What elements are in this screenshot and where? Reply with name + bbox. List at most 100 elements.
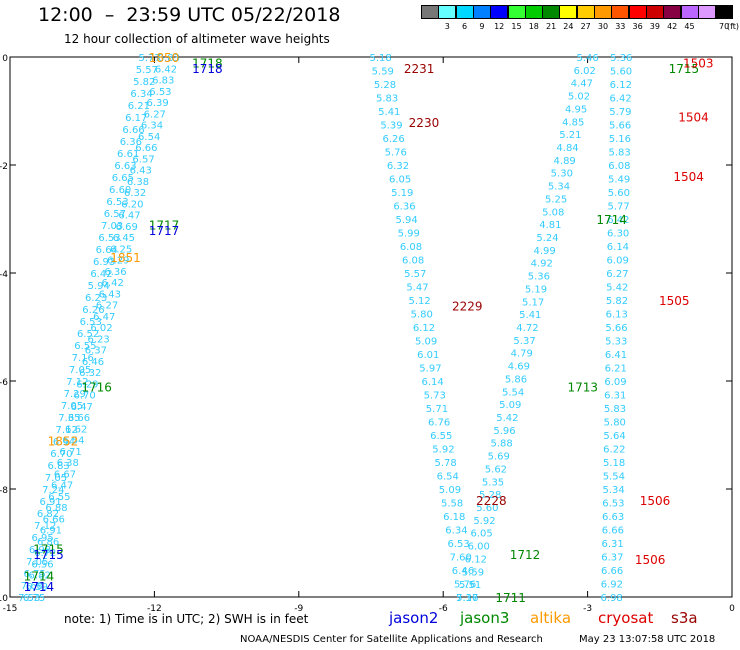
track-value-label: 6.27: [144, 109, 166, 120]
x-tick-label: -15: [3, 604, 18, 614]
track-value-label: 5.83: [376, 94, 398, 105]
track-value-label: 6.31: [604, 391, 626, 402]
track-value-label: 5.92: [432, 445, 454, 456]
track-value-label: 6.53: [447, 539, 469, 550]
track-value-label: 6.36: [393, 202, 415, 213]
track-value-label: 6.65: [112, 173, 134, 184]
pass-number-label: 1714: [596, 213, 627, 227]
track-value-label: 6.09: [604, 377, 626, 388]
track-value-label: 7.16: [72, 353, 94, 364]
color-scale-label: 36: [632, 22, 643, 31]
color-scale-label: 12: [494, 22, 505, 31]
pass-number-label: 1504: [678, 110, 709, 124]
track-value-label: 6.45: [113, 233, 135, 244]
x-tick-label: 0: [729, 604, 735, 614]
track-value-label: 5.77: [138, 53, 160, 64]
track-value-label: 5.25: [545, 194, 567, 205]
track-value-label: 6.29: [107, 256, 129, 267]
track-value-label: 6.72: [34, 548, 56, 559]
pass-number-label: 1505: [659, 294, 690, 308]
track-value-label: 5.64: [603, 431, 625, 442]
y-tick-label: -6: [0, 378, 8, 388]
track-value-label: 5.77: [608, 202, 630, 213]
color-scale-unit: (ft): [727, 22, 740, 31]
track-value-label: 7.24: [42, 485, 64, 496]
track-value-label: 6.42: [90, 269, 112, 280]
track-value-label: 5.33: [605, 337, 627, 348]
pass-number-label: 1851: [110, 251, 141, 265]
track-value-label: 6.29: [76, 379, 98, 390]
track-value-label: 6.66: [601, 566, 623, 577]
track-value-label: 6.54: [62, 436, 84, 447]
track-value-label: 6.36: [104, 267, 126, 278]
track-value-label: 6.63: [602, 512, 624, 523]
track-value-label: 5.66: [605, 323, 627, 334]
track-value-label: 7.29: [64, 389, 86, 400]
track-value-label: 6.57: [104, 209, 126, 220]
track-value-label: 6.27: [606, 269, 628, 280]
legend-s3a: s3a: [671, 609, 698, 627]
track-value-label: 5.69: [488, 452, 510, 463]
track-value-label: 5.80: [411, 310, 433, 321]
color-scale-swatch: [715, 5, 734, 19]
legend-altika: altika: [530, 609, 572, 627]
track-value-label: 6.91: [40, 497, 62, 508]
color-scale-label: 15: [511, 22, 522, 31]
track-value-label: 5.12: [408, 296, 430, 307]
track-value-label: 5.19: [391, 188, 413, 199]
track-value-label: 6.98: [29, 545, 51, 556]
track-value-label: 7.12: [66, 377, 88, 388]
track-value-label: 5.59: [462, 567, 484, 578]
track-value-label: 6.70: [73, 391, 95, 402]
track-value-label: 5.78: [434, 458, 456, 469]
track-value-label: 5.39: [380, 121, 402, 132]
track-value-label: 5.60: [476, 503, 498, 514]
track-value-label: 6.21: [605, 364, 627, 375]
track-value-label: 5.30: [551, 169, 573, 180]
track-value-label: 6.05: [470, 529, 492, 540]
track-value-label: 6.12: [413, 323, 435, 334]
track-value-label: 6.92: [601, 580, 623, 591]
track-value-label: 6.46: [82, 357, 104, 368]
x-tick-label: -9: [294, 604, 303, 614]
track-value-label: 6.36: [120, 137, 142, 148]
color-scale-label: 30: [597, 22, 609, 31]
track-value-label: 5.59: [372, 67, 394, 78]
footnote: note: 1) Time is in UTC; 2) SWH is in fe…: [64, 612, 309, 626]
track-value-label: 5.54: [502, 387, 524, 398]
pass-number-label: 1717: [149, 224, 180, 238]
track-value-label: 6.47: [51, 481, 73, 492]
track-value-label: 5.57: [404, 269, 426, 280]
track-value-label: 5.94: [395, 215, 417, 226]
track-value-label: 6.60: [109, 185, 131, 196]
track-value-label: 6.42: [155, 64, 177, 75]
track-value-label: 5.36: [610, 53, 632, 64]
track-value-label: 5.54: [603, 472, 625, 483]
track-value-label: 6.01: [417, 350, 439, 361]
track-value-label: 6.53: [602, 499, 624, 510]
track-value-label: 5.76: [385, 148, 407, 159]
track-value-label: 6.53: [80, 317, 102, 328]
track-value-label: 6.83: [158, 53, 180, 64]
pass-number-label: 1717: [149, 218, 180, 232]
track-value-label: 7.68: [21, 581, 43, 592]
track-value-label: 7.05: [45, 473, 67, 484]
track-value-label: 6.95: [31, 533, 53, 544]
track-value-label: 6.02: [90, 323, 112, 334]
track-value-label: 6.37: [601, 553, 623, 564]
track-value-label: 6.88: [45, 503, 67, 514]
track-value-label: 5.58: [441, 499, 463, 510]
track-value-label: 7.05: [26, 557, 48, 568]
track-value-label: 4.72: [516, 323, 538, 334]
pass-number-label: 1716: [81, 380, 112, 394]
pass-number-label: 1850: [149, 51, 180, 65]
track-value-label: 6.55: [430, 431, 452, 442]
color-scale-label: 45: [684, 22, 695, 31]
track-value-label: 7.05: [61, 401, 83, 412]
track-value-label: 6.56: [31, 559, 53, 570]
track-value-label: 6.98: [601, 593, 623, 604]
track-value-label: 6.32: [387, 161, 409, 172]
track-value-label: 5.16: [609, 134, 631, 145]
track-value-label: 5.83: [604, 404, 626, 415]
